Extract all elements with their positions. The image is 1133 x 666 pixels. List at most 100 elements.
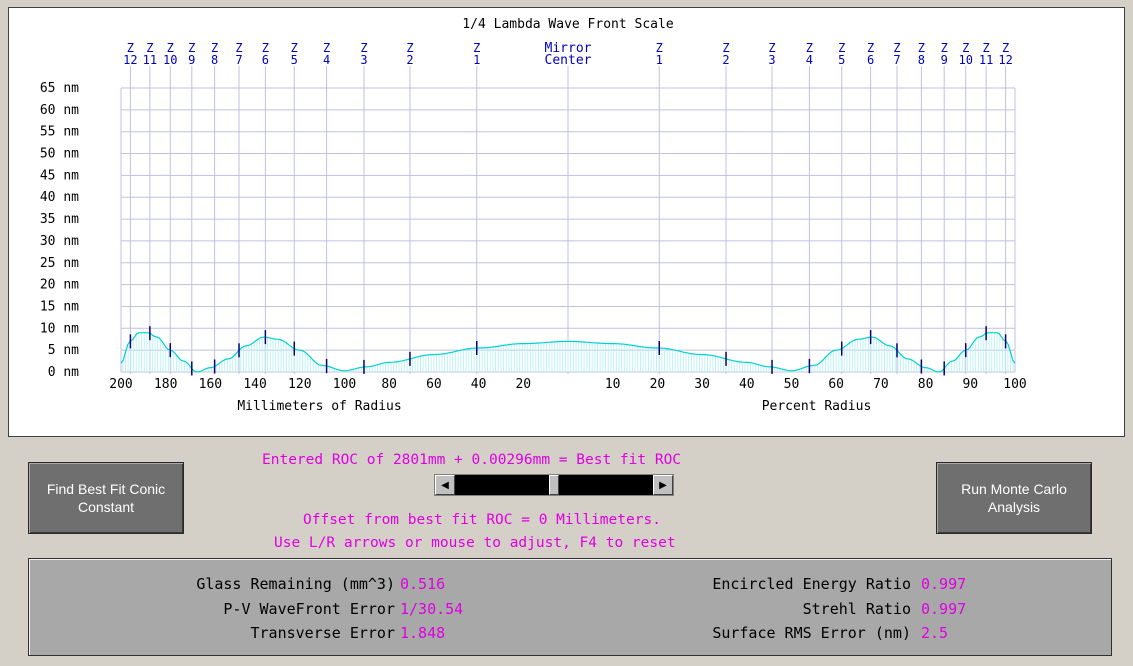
pv-error-label: P-V WaveFront Error [223, 600, 395, 618]
y-tick-label: 55 nm [40, 125, 79, 140]
center-label: Center [545, 53, 592, 68]
y-tick-label: 50 nm [40, 147, 79, 162]
zone-letter: Z [1002, 41, 1009, 55]
zone-letter: Z [768, 41, 775, 55]
zone-letter: Z [867, 41, 874, 55]
y-tick-label: 65 nm [40, 81, 79, 96]
x-tick-label-left: 80 [381, 377, 397, 392]
x-tick-label-left: 60 [426, 377, 442, 392]
x-tick-label-right: 80 [918, 377, 934, 392]
profile-curve-left [120, 332, 568, 373]
zone-number: 9 [188, 53, 195, 67]
zone-number: 1 [656, 53, 663, 67]
zone-number: 11 [143, 53, 157, 67]
zone-number: 8 [211, 53, 218, 67]
zone-letter: Z [962, 41, 969, 55]
x-axis-label-right: Percent Radius [762, 399, 872, 414]
zone-number: 6 [867, 53, 874, 67]
offset-readout: Offset from best fit ROC = 0 Millimeters… [303, 512, 661, 528]
zone-letter: Z [188, 41, 195, 55]
zone-number: 10 [958, 53, 972, 67]
zone-letter: Z [918, 41, 925, 55]
zone-letter: Z [127, 41, 134, 55]
zone-letter: Z [146, 41, 153, 55]
zone-number: 12 [998, 53, 1012, 67]
zone-number: 7 [235, 53, 242, 67]
y-tick-label: 20 nm [40, 278, 79, 293]
find-best-fit-conic-button[interactable]: Find Best Fit Conic Constant [28, 462, 184, 534]
zone-letter: Z [806, 41, 813, 55]
x-tick-label-right: 90 [962, 377, 978, 392]
zone-number: 8 [918, 53, 925, 67]
zone-letter: Z [291, 41, 298, 55]
monte-button-line1: Run Monte Carlo [961, 481, 1067, 497]
y-tick-label: 30 nm [40, 234, 79, 249]
transverse-error-value: 1.848 [400, 624, 446, 642]
zone-letter: Z [360, 41, 367, 55]
wavefront-chart-panel: 1/4 Lambda Wave Front Scale 65 nm 60 nm 55 … [8, 7, 1125, 437]
zone-letter: Z [838, 41, 845, 55]
slider-right-arrow-icon[interactable]: ▶ [653, 475, 673, 495]
zone-letter: Z [983, 41, 990, 55]
x-tick-label-right: 60 [828, 377, 844, 392]
zone-letter: Z [262, 41, 269, 55]
zone-letter: Z [167, 41, 174, 55]
zone-letter: Z [235, 41, 242, 55]
x-tick-label-right: 100 [1003, 377, 1026, 392]
mirror-label: Mirror [545, 41, 592, 56]
y-tick-label: 10 nm [40, 321, 79, 336]
zone-number: 2 [722, 53, 729, 67]
zone-number: 3 [768, 53, 775, 67]
zone-number: 9 [941, 53, 948, 67]
zone-letter: Z [323, 41, 330, 55]
roc-readout: Entered ROC of 2801mm + 0.00296mm = Best… [262, 452, 682, 468]
x-tick-label-right: 10 [605, 377, 621, 392]
y-tick-label: 0 nm [48, 365, 79, 380]
zone-number: 7 [893, 53, 900, 67]
roc-slider[interactable]: ◀ ▶ [434, 474, 674, 496]
zone-number: 5 [291, 53, 298, 67]
zone-letter: Z [211, 41, 218, 55]
surface-rms-label: Surface RMS Error (nm) [712, 624, 911, 642]
profile-curve-right [568, 332, 1016, 373]
zone-number: 12 [123, 53, 137, 67]
x-tick-label-left: 160 [199, 377, 222, 392]
strehl-ratio-value: 0.997 [921, 600, 967, 618]
pv-error-value: 1/30.54 [400, 600, 464, 618]
adjust-hint: Use L/R arrows or mouse to adjust, F4 to… [274, 535, 676, 551]
zone-number: 4 [323, 53, 330, 67]
slider-left-arrow-icon[interactable]: ◀ [435, 475, 455, 495]
y-tick-label: 25 nm [40, 256, 79, 271]
x-axis-label-left: Millimeters of Radius [237, 399, 401, 414]
y-tick-label: 60 nm [40, 103, 79, 118]
encircled-energy-value: 0.997 [921, 575, 967, 593]
glass-remaining-label: Glass Remaining (mm^3) [196, 575, 395, 593]
zone-letter: Z [893, 41, 900, 55]
x-tick-label-right: 30 [694, 377, 710, 392]
run-monte-carlo-button[interactable]: Run Monte Carlo Analysis [936, 462, 1092, 534]
x-tick-label-left: 180 [154, 377, 177, 392]
slider-thumb[interactable] [549, 475, 559, 495]
x-tick-label-right: 20 [650, 377, 666, 392]
x-tick-label-left: 200 [109, 377, 132, 392]
x-tick-label-right: 40 [739, 377, 755, 392]
zone-number: 5 [838, 53, 845, 67]
x-tick-label-left: 120 [288, 377, 311, 392]
monte-button-line2: Analysis [987, 499, 1041, 515]
zone-number: 1 [473, 53, 480, 67]
x-tick-label-right: 70 [873, 377, 889, 392]
zone-number: 10 [163, 53, 177, 67]
zone-number: 6 [262, 53, 269, 67]
chart-title: 1/4 Lambda Wave Front Scale [462, 17, 673, 32]
x-tick-label-left: 20 [515, 377, 531, 392]
x-tick-label-right: 50 [784, 377, 800, 392]
zone-number: 11 [979, 53, 993, 67]
y-tick-label: 45 nm [40, 168, 79, 183]
zone-letter: Z [406, 41, 413, 55]
y-tick-label: 15 nm [40, 299, 79, 314]
y-tick-label: 5 nm [48, 343, 79, 358]
zone-number: 4 [806, 53, 813, 67]
transverse-error-label: Transverse Error [250, 624, 396, 642]
zone-number: 3 [360, 53, 367, 67]
